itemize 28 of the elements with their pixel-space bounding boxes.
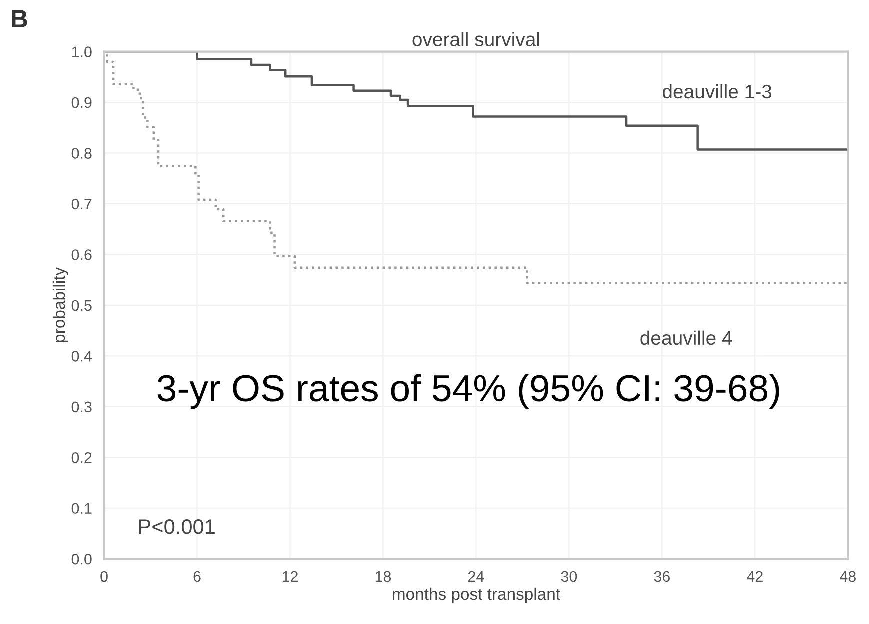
x-tick-label: 18 — [376, 571, 392, 582]
x-tick-label: 12 — [282, 571, 298, 582]
text: B — [12, 10, 28, 28]
series-label: deauville 1-3 — [662, 84, 772, 99]
x-tick-label: 6 — [194, 571, 201, 582]
annotation: 3-yr OS rates of 54% (95% CI: 39-68) — [158, 374, 780, 410]
x-tick-label: 42 — [747, 571, 763, 582]
y-tick-label: 0.3 — [72, 402, 92, 413]
y-tick-label: 0.1 — [72, 503, 92, 514]
text: deauville 4 — [640, 330, 732, 346]
y-axis-title: probability — [52, 267, 68, 342]
y-tick-label: 0.0 — [72, 554, 92, 565]
chart-title: overall survival — [412, 32, 540, 46]
y-tick-label: 1.0 — [72, 46, 92, 58]
y-tick-label: 0.8 — [72, 148, 92, 159]
annotation: P<0.001 — [139, 520, 215, 534]
y-tick-label: 0.7 — [72, 198, 92, 210]
x-axis-title: months post transplant — [393, 588, 560, 604]
y-tick-label: 0.2 — [72, 452, 92, 464]
y-tick-label: 0.9 — [72, 97, 92, 108]
x-tick-label: 48 — [840, 571, 856, 582]
y-tick-label: 0.6 — [72, 250, 92, 260]
x-tick-label: 30 — [561, 571, 578, 582]
x-tick-label: 36 — [654, 571, 670, 582]
y-tick-label: 0.5 — [72, 300, 92, 312]
x-tick-label: 24 — [468, 571, 484, 582]
y-tick-label: 0.4 — [72, 351, 92, 362]
x-tick-label: 0 — [100, 571, 108, 582]
